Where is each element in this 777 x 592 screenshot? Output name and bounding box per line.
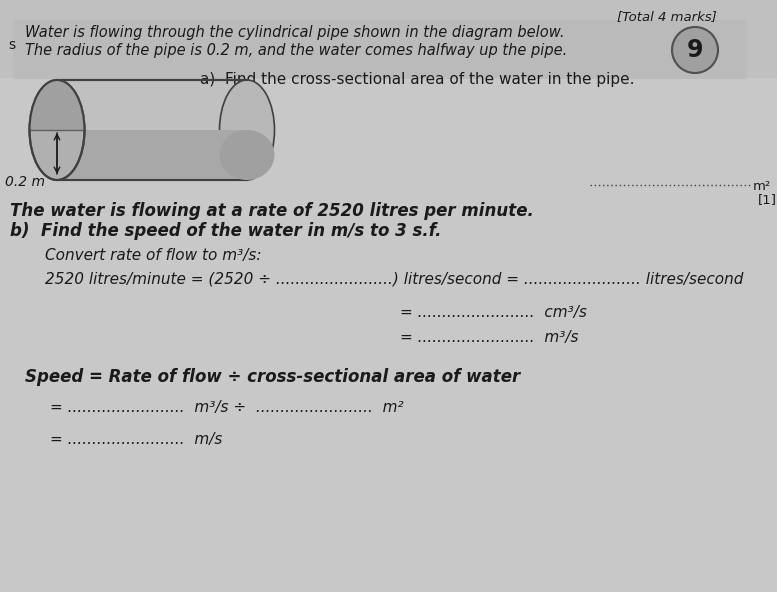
Ellipse shape — [30, 80, 85, 180]
Text: = ........................  cm³/s: = ........................ cm³/s — [400, 305, 587, 320]
Text: Water is flowing through the cylindrical pipe shown in the diagram below.: Water is flowing through the cylindrical… — [25, 25, 565, 40]
Text: = ........................  m/s: = ........................ m/s — [50, 432, 222, 447]
Text: Convert rate of flow to m³/s:: Convert rate of flow to m³/s: — [45, 248, 262, 263]
Text: 2520 litres/minute = (2520 ÷ ........................) litres/second = .........: 2520 litres/minute = (2520 ÷ ...........… — [45, 272, 744, 287]
Text: 9: 9 — [687, 38, 703, 62]
FancyBboxPatch shape — [57, 130, 247, 180]
Text: = ........................  m³/s ÷  ........................  m²: = ........................ m³/s ÷ ......… — [50, 400, 403, 415]
Polygon shape — [30, 80, 85, 130]
FancyBboxPatch shape — [13, 20, 747, 79]
Text: = ........................  m³/s: = ........................ m³/s — [400, 330, 579, 345]
Text: m²: m² — [753, 180, 772, 193]
Text: [1]: [1] — [758, 193, 777, 206]
Text: a)  Find the cross-sectional area of the water in the pipe.: a) Find the cross-sectional area of the … — [200, 72, 635, 87]
Circle shape — [672, 27, 718, 73]
Text: s: s — [8, 38, 15, 52]
Text: Speed = Rate of flow ÷ cross-sectional area of water: Speed = Rate of flow ÷ cross-sectional a… — [25, 368, 521, 386]
Text: [Total 4 marks]: [Total 4 marks] — [617, 10, 716, 23]
Ellipse shape — [219, 80, 274, 180]
Bar — [0, 0, 777, 78]
Text: The radius of the pipe is 0.2 m, and the water comes halfway up the pipe.: The radius of the pipe is 0.2 m, and the… — [25, 43, 567, 58]
Text: b)  Find the speed of the water in m/s to 3 s.f.: b) Find the speed of the water in m/s to… — [10, 222, 441, 240]
Ellipse shape — [219, 130, 274, 180]
Text: 0.2 m: 0.2 m — [5, 175, 45, 189]
Text: The water is flowing at a rate of 2520 litres per minute.: The water is flowing at a rate of 2520 l… — [10, 202, 534, 220]
FancyBboxPatch shape — [57, 80, 247, 180]
